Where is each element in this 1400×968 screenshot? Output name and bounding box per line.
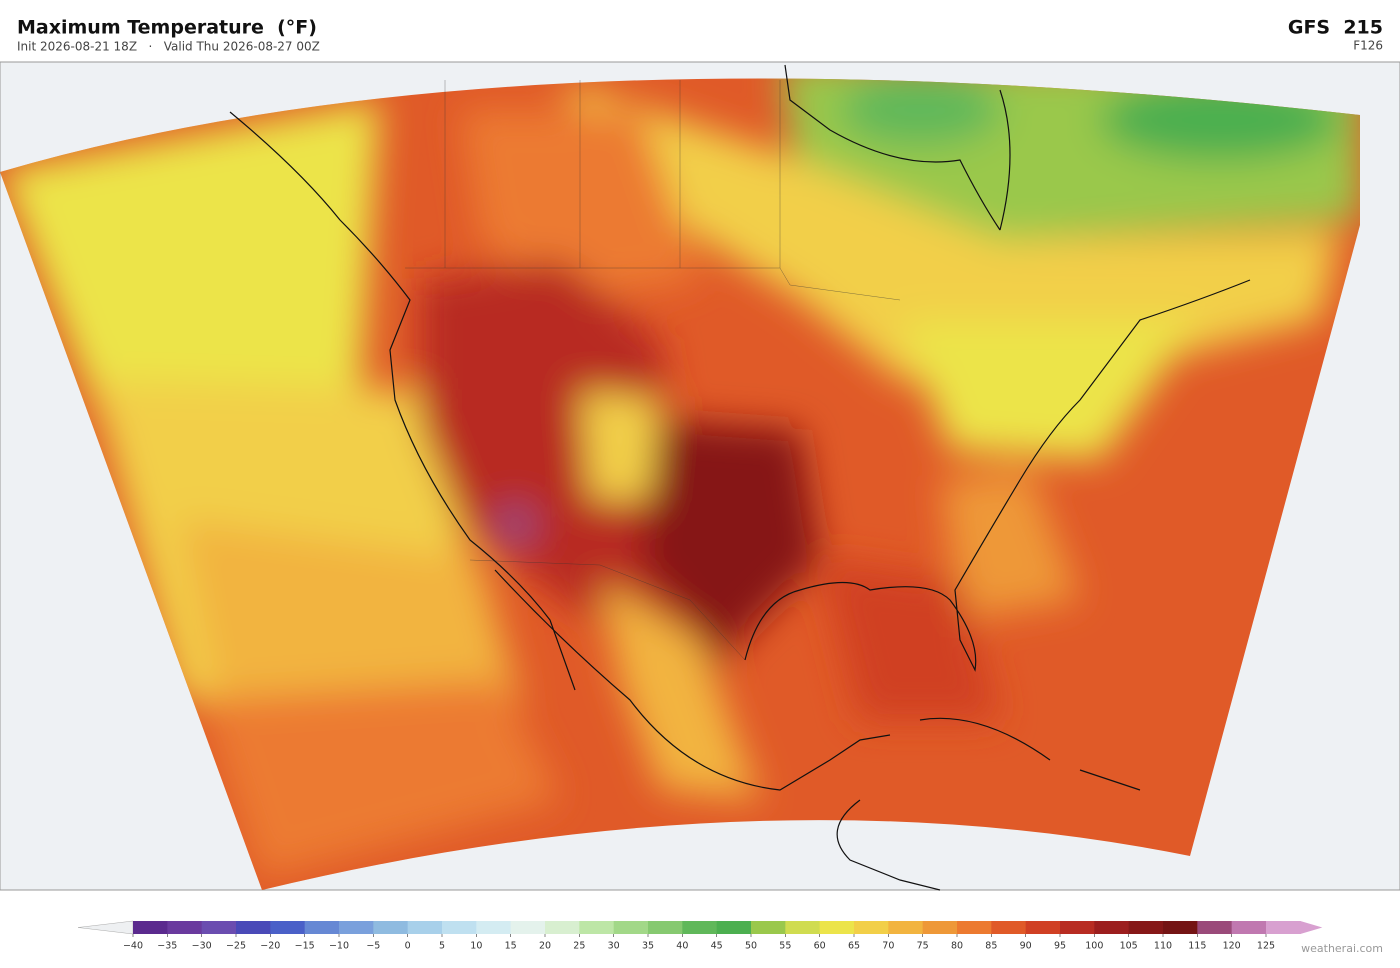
colorbar-tick-label: −5 (366, 941, 380, 952)
colorbar-swatch (510, 921, 546, 934)
colorbar-swatch (133, 921, 168, 934)
colorbar-swatch (888, 921, 924, 934)
colorbar-swatch (236, 921, 271, 934)
colorbar-tick-label: −20 (260, 941, 280, 952)
colorbar-swatch (957, 921, 992, 934)
colorbar-tick-label: 100 (1085, 941, 1103, 952)
colorbar-swatch (1025, 921, 1061, 934)
colorbar-swatch (407, 921, 443, 934)
colorbar-swatch (991, 921, 1027, 934)
colorbar-tick-label: 115 (1188, 941, 1206, 952)
colorbar-tick-label: 5 (439, 941, 445, 952)
colorbar-tick-label: 65 (848, 941, 860, 952)
map (0, 61, 1400, 891)
forecast-hour: F126 (1353, 39, 1383, 53)
colorbar-swatch (785, 921, 821, 934)
model-label: GFS 215 (1288, 17, 1383, 39)
colorbar-swatch (1128, 921, 1164, 934)
colorbar-tick-label: 55 (779, 941, 791, 952)
colorbar-swatch (545, 921, 580, 934)
colorbar-tick-label: 90 (1020, 941, 1032, 952)
colorbar-tick-label: 40 (676, 941, 688, 952)
title: Maximum Temperature (°F) (17, 17, 317, 39)
colorbar-swatch (1266, 921, 1301, 934)
colorbar-tick-label: 15 (505, 941, 517, 952)
colorbar-tick-label: 45 (711, 941, 723, 952)
colorbar-swatch (270, 921, 306, 934)
colorbar-over (1300, 921, 1323, 934)
colorbar-swatch (613, 921, 649, 934)
colorbar-tick-label: 85 (985, 941, 997, 952)
colorbar-tick-label: −25 (226, 941, 246, 952)
colorbar-tick-label: 30 (608, 941, 620, 952)
colorbar-swatch (1231, 921, 1267, 934)
colorbar-swatch (167, 921, 203, 934)
colorbar-tick-label: 105 (1120, 941, 1138, 952)
credit: weatherai.com (1301, 942, 1383, 955)
colorbar-tick-label: 75 (917, 941, 929, 952)
colorbar-swatch (476, 921, 512, 934)
colorbar-tick-label: 0 (405, 941, 411, 952)
colorbar-swatch (579, 921, 615, 934)
subtitle: Init 2026-08-21 18Z · Valid Thu 2026-08-… (17, 40, 320, 54)
coastlines (229, 64, 1251, 891)
colorbar-tick-label: 95 (1054, 941, 1066, 952)
colorbar: −40 −35 −30 −25 −20 −15 −10 −5 0 5 10 15 20 25 30 35 40 4… (77, 920, 1323, 952)
colorbar-tick-label: 60 (814, 941, 826, 952)
borders (405, 80, 901, 661)
colorbar-swatch (339, 921, 374, 934)
colorbar-tick-label: 120 (1223, 941, 1241, 952)
colorbar-tick-label: −40 (123, 941, 143, 952)
colorbar-swatch (1094, 921, 1130, 934)
colorbar-swatch (442, 921, 477, 934)
colorbar-under (77, 920, 134, 935)
colorbar-swatch (854, 921, 889, 934)
colorbar-swatch (922, 921, 958, 934)
colorbar-tick-label: 70 (882, 941, 894, 952)
colorbar-tick-label: 20 (539, 941, 551, 952)
colorbar-tick-label: 35 (642, 941, 654, 952)
colorbar-swatch (1197, 921, 1233, 934)
colorbar-swatch (1163, 921, 1198, 934)
colorbar-tick-label: −35 (157, 941, 177, 952)
colorbar-tick-label: −30 (192, 941, 212, 952)
colorbar-swatch (648, 921, 683, 934)
colorbar-swatch (751, 921, 786, 934)
colorbar-swatch (819, 921, 855, 934)
colorbar-tick-label: −10 (329, 941, 349, 952)
colorbar-swatch (1060, 921, 1095, 934)
colorbar-swatch (682, 921, 718, 934)
temperature-field (0, 78, 1360, 890)
colorbar-swatch (716, 921, 752, 934)
colorbar-tick-label: 25 (573, 941, 585, 952)
colorbar-tick-label: −15 (295, 941, 315, 952)
colorbar-swatch (304, 921, 340, 934)
colorbar-tick-label: 125 (1257, 941, 1275, 952)
colorbar-swatch (201, 921, 237, 934)
colorbar-tick-label: 10 (470, 941, 482, 952)
colorbar-tick-label: 110 (1154, 941, 1172, 952)
colorbar-swatch (373, 921, 409, 934)
colorbar-tick-label: 80 (951, 941, 963, 952)
colorbar-tick-label: 50 (745, 941, 757, 952)
